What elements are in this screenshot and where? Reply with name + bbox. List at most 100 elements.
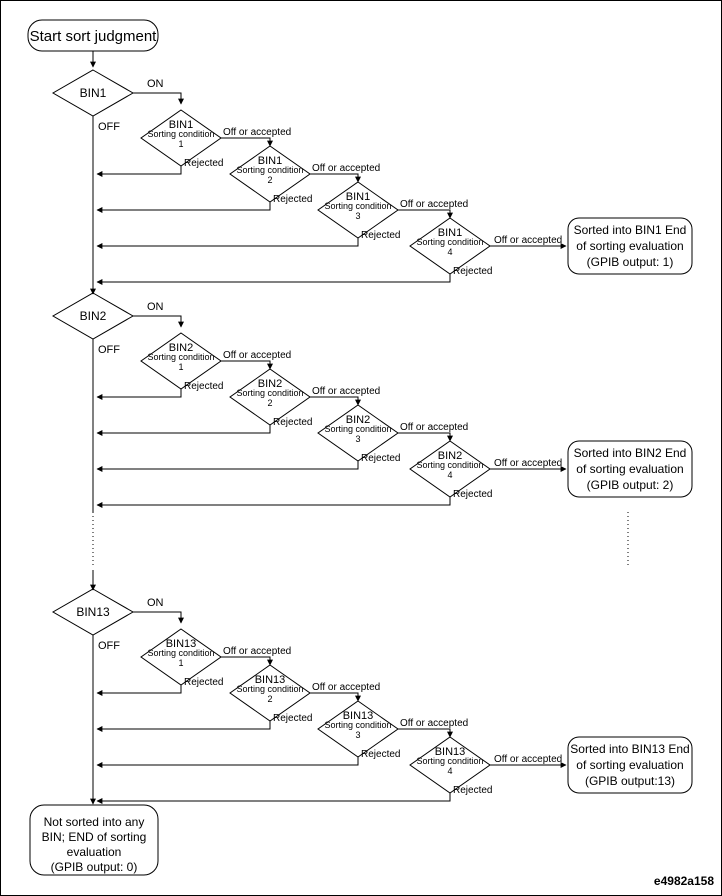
result-bin13-line-1: Sorted into BIN13 End [570, 742, 689, 756]
condition-bin2-4-text: Sorting condition [416, 460, 483, 470]
condition-bin1-3-text: Sorting condition [324, 201, 391, 211]
condition-bin2-1-bin: BIN2 [169, 342, 193, 354]
bin13-accepted-4-label: Off or accepted [494, 754, 562, 765]
decision-bin13-label: BIN13 [76, 605, 110, 619]
bin13-rejected-3-line [96, 757, 359, 768]
bin1-rejected-3-line [96, 238, 359, 249]
bin13-accepted-3-line [398, 728, 453, 738]
condition-bin13-1-text: Sorting condition [147, 648, 214, 658]
condition-bin2-2-number: 2 [267, 398, 272, 408]
bin2-rejected-3-label: Rejected [361, 453, 400, 464]
bin2-accepted-1-label: Off or accepted [223, 350, 291, 361]
condition-bin1-4-number: 4 [447, 247, 452, 257]
bin2-rejected-4-line [96, 497, 451, 508]
bin13-accepted-2-label: Off or accepted [312, 682, 380, 693]
bin2-accepted-3-label: Off or accepted [400, 422, 468, 433]
bin1-on-label: ON [147, 78, 164, 90]
bin13-rejected-4-line [96, 793, 451, 804]
bin2-rejected-1-label: Rejected [184, 381, 223, 392]
bin13-rejected-1-label: Rejected [184, 677, 223, 688]
condition-bin1-1-number: 1 [178, 139, 183, 149]
bin13-rejected-2-label: Rejected [273, 713, 312, 724]
bin1-accepted-2-line [310, 173, 361, 183]
bin13-off-label: OFF [98, 640, 120, 652]
condition-bin13-4-bin: BIN13 [435, 746, 466, 758]
condition-bin13-1-number: 1 [178, 658, 183, 668]
bin2-off-label: OFF [98, 344, 120, 356]
condition-bin1-4-text: Sorting condition [416, 237, 483, 247]
bin2-accepted-1-line [221, 360, 273, 370]
condition-bin2-1-text: Sorting condition [147, 352, 214, 362]
end-line-4: (GPIB output: 0) [51, 860, 138, 874]
condition-bin13-2-bin: BIN13 [255, 674, 286, 686]
bin2-accepted-2-line [310, 396, 361, 406]
result-bin13-line-3: (GPIB output:13) [585, 774, 675, 788]
bin2-rejected-3-line [96, 461, 359, 472]
bin13-rejected-4-label: Rejected [453, 785, 492, 796]
condition-bin13-4-number: 4 [447, 766, 452, 776]
bin2-on-label: ON [147, 301, 164, 313]
bin2-accepted-2-label: Off or accepted [312, 386, 380, 397]
bin1-accepted-1-line [221, 137, 273, 147]
start-label: Start sort judgment [30, 28, 158, 45]
bin1-rejected-2-line [96, 202, 271, 213]
decision-bin2-label: BIN2 [80, 309, 107, 323]
bin13-on-label: ON [147, 597, 164, 609]
result-bin13-line-2: of sorting evaluation [576, 758, 683, 772]
bin13-accepted-3-label: Off or accepted [400, 718, 468, 729]
bin2-rejected-4-label: Rejected [453, 489, 492, 500]
bin2-rejected-2-label: Rejected [273, 417, 312, 428]
bin2-accepted-4-label: Off or accepted [494, 458, 562, 469]
bin1-rejected-3-label: Rejected [361, 230, 400, 241]
condition-bin2-1-number: 1 [178, 362, 183, 372]
bin1-accepted-4-label: Off or accepted [494, 235, 562, 246]
condition-bin1-2-number: 2 [267, 175, 272, 185]
condition-bin13-3-bin: BIN13 [343, 710, 374, 722]
bin1-rejected-1-line [96, 166, 182, 177]
bin13-rejected-1-line [96, 685, 182, 696]
bin13-rejected-3-label: Rejected [361, 749, 400, 760]
result-bin1 [567, 217, 693, 275]
result-bin1-line-2: of sorting evaluation [576, 239, 683, 253]
condition-bin13-4-text: Sorting condition [416, 756, 483, 766]
bin13-accepted-2-line [310, 692, 361, 702]
bin1-rejected-4-line [96, 274, 451, 285]
condition-bin2-2-bin: BIN2 [258, 378, 282, 390]
bin1-accepted-2-label: Off or accepted [312, 163, 380, 174]
result-bin2-line-3: (GPIB output: 2) [587, 478, 674, 492]
condition-bin2-3-text: Sorting condition [324, 424, 391, 434]
bin13-accepted-1-line [221, 656, 273, 666]
bin13-on-line [133, 611, 184, 624]
bin1-accepted-3-label: Off or accepted [400, 199, 468, 210]
bin1-rejected-1-label: Rejected [184, 158, 223, 169]
condition-bin2-3-bin: BIN2 [346, 414, 370, 426]
result-bin2-line-1: Sorted into BIN2 End [574, 446, 687, 460]
condition-bin2-3-number: 3 [355, 434, 360, 444]
bin1-off-label: OFF [98, 121, 120, 133]
bin1-rejected-2-label: Rejected [273, 194, 312, 205]
condition-bin2-4-bin: BIN2 [438, 450, 462, 462]
bin13-accepted-1-label: Off or accepted [223, 646, 291, 657]
bin2-on-line [133, 315, 184, 328]
condition-bin13-2-text: Sorting condition [236, 684, 303, 694]
condition-bin1-2-text: Sorting condition [236, 165, 303, 175]
condition-bin1-3-bin: BIN1 [346, 191, 370, 203]
result-bin2 [567, 440, 693, 498]
bin1-on-line [133, 92, 184, 105]
condition-bin1-2-bin: BIN1 [258, 155, 282, 167]
bin2-accepted-3-line [398, 432, 453, 442]
end-terminal [29, 804, 159, 876]
end-line-2: BIN; END of sorting [42, 830, 147, 844]
condition-bin13-1-bin: BIN13 [166, 638, 197, 650]
decision-bin1-label: BIN1 [80, 86, 107, 100]
bin2-rejected-2-line [96, 425, 271, 436]
result-bin13 [567, 736, 693, 794]
result-bin2-line-2: of sorting evaluation [576, 462, 683, 476]
bin1-rejected-4-label: Rejected [453, 266, 492, 277]
bin1-accepted-3-line [398, 209, 453, 219]
figure-id: e4982a158 [654, 874, 714, 888]
condition-bin1-1-text: Sorting condition [147, 129, 214, 139]
condition-bin13-3-text: Sorting condition [324, 720, 391, 730]
